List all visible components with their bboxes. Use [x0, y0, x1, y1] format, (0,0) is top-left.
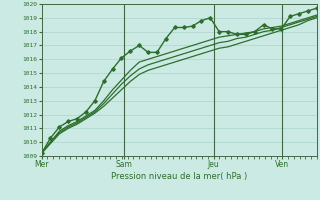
X-axis label: Pression niveau de la mer( hPa ): Pression niveau de la mer( hPa ) [111, 172, 247, 181]
